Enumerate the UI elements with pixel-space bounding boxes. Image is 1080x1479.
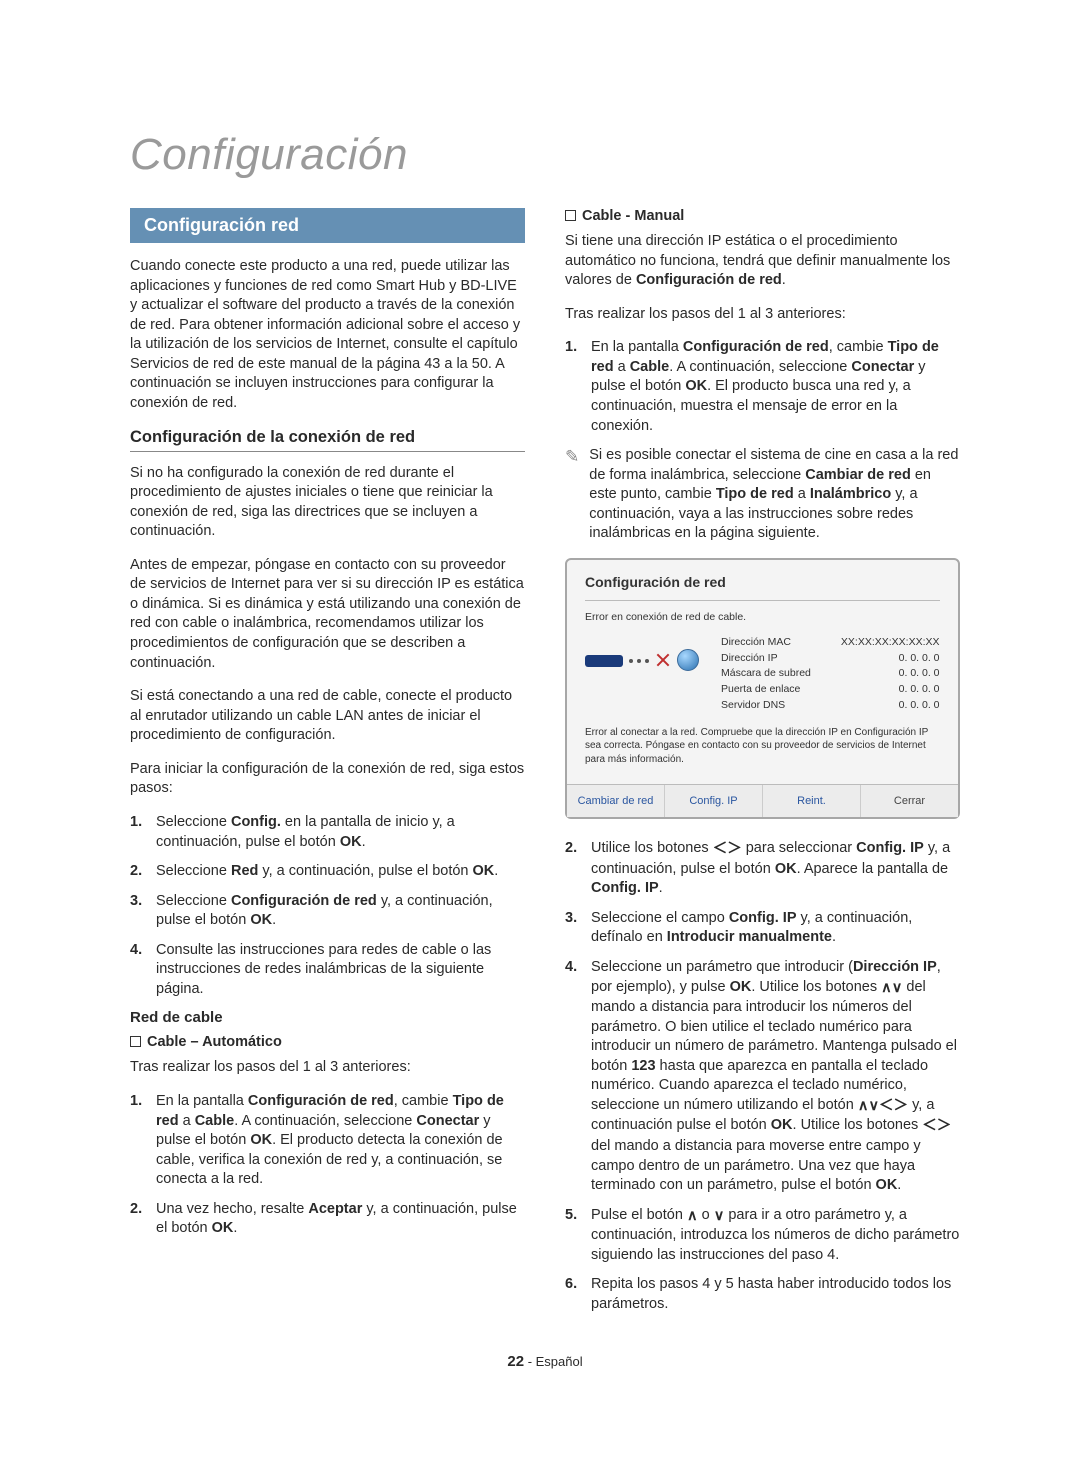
row-value: 0. 0. 0. 0 xyxy=(841,651,940,667)
note-block: ✎ Si es posible conectar el sistema de c… xyxy=(565,446,960,544)
page-footer: 22 - Español xyxy=(130,1353,960,1370)
list-item: Pulse el botón ∧ o ∨ para ir a otro pará… xyxy=(565,1206,960,1266)
dialog-separator xyxy=(585,600,940,601)
dialog-button-close[interactable]: Cerrar xyxy=(861,785,958,817)
intro-paragraph: Cuando conecte este producto a una red, … xyxy=(130,257,525,414)
dialog-button-config-ip[interactable]: Config. IP xyxy=(665,785,763,817)
row-label: Puerta de enlace xyxy=(721,682,811,698)
paragraph: Tras realizar los pasos del 1 al 3 anter… xyxy=(565,305,960,325)
note-icon: ✎ xyxy=(565,446,579,544)
checkbox-title-manual: Cable - Manual xyxy=(565,208,960,224)
auto-steps-list: En la pantalla Configuración de red, cam… xyxy=(130,1092,525,1239)
row-value: 0. 0. 0. 0 xyxy=(841,666,940,682)
dot-icon xyxy=(637,659,641,663)
manual-steps-after: Utilice los botones ＜＞ para seleccionar … xyxy=(565,839,960,1314)
page-number: 22 xyxy=(507,1353,524,1370)
note-text: Si es posible conectar el sistema de cin… xyxy=(589,446,960,544)
dialog-button-retry[interactable]: Reint. xyxy=(763,785,861,817)
paragraph: Si está conectando a una red de cable, c… xyxy=(130,687,525,746)
dot-icon xyxy=(645,659,649,663)
list-item: Seleccione el campo Config. IP y, a cont… xyxy=(565,909,960,948)
row-value: 0. 0. 0. 0 xyxy=(841,698,940,714)
dialog-button-row: Cambiar de red Config. IP Reint. Cerrar xyxy=(567,784,958,817)
dialog-network-table: Dirección MAC Dirección IP Máscara de su… xyxy=(721,635,940,714)
dialog-message: Error al conectar a la red. Compruebe qu… xyxy=(585,726,940,767)
paragraph: Tras realizar los pasos del 1 al 3 anter… xyxy=(130,1058,525,1078)
network-dialog: Configuración de red Error en conexión d… xyxy=(565,558,960,819)
content-columns: Configuración red Cuando conecte este pr… xyxy=(130,208,960,1325)
dialog-error-text: Error en conexión de red de cable. xyxy=(585,611,940,623)
list-item: Seleccione un parámetro que introducir (… xyxy=(565,958,960,1196)
list-item: Consulte las instrucciones para redes de… xyxy=(130,941,525,1000)
checkbox-icon xyxy=(565,210,576,221)
list-item: Seleccione Config. en la pantalla de ini… xyxy=(130,813,525,852)
manual-page: Configuración Configuración red Cuando c… xyxy=(0,0,1080,1430)
list-item: Seleccione Red y, a continuación, pulse … xyxy=(130,862,525,882)
list-item: Repita los pasos 4 y 5 hasta haber intro… xyxy=(565,1275,960,1314)
chapter-title: Configuración xyxy=(130,130,960,180)
row-value: XX:XX:XX:XX:XX:XX xyxy=(841,635,940,651)
router-icon xyxy=(585,655,623,667)
checkbox-icon xyxy=(130,1036,141,1047)
subhead-cable: Red de cable xyxy=(130,1009,525,1026)
subhead-connection: Configuración de la conexión de red xyxy=(130,428,525,452)
list-item: Utilice los botones ＜＞ para seleccionar … xyxy=(565,839,960,899)
dialog-title: Configuración de red xyxy=(585,574,940,590)
paragraph: Para iniciar la configuración de la cone… xyxy=(130,760,525,799)
checkbox-title-auto: Cable – Automático xyxy=(130,1034,525,1050)
error-x-icon xyxy=(655,652,671,668)
row-label: Servidor DNS xyxy=(721,698,811,714)
list-item: Seleccione Configuración de red y, a con… xyxy=(130,892,525,931)
paragraph: Antes de empezar, póngase en contacto co… xyxy=(130,556,525,673)
manual-title-text: Cable - Manual xyxy=(582,208,684,224)
page-language: - Español xyxy=(528,1354,583,1369)
row-label: Dirección MAC xyxy=(721,635,811,651)
list-item: Una vez hecho, resalte Aceptar y, a cont… xyxy=(130,1200,525,1239)
row-label: Máscara de subred xyxy=(721,666,811,682)
auto-title-text: Cable – Automático xyxy=(147,1034,282,1050)
row-value: 0. 0. 0. 0 xyxy=(841,682,940,698)
paragraph: Si no ha configurado la conexión de red … xyxy=(130,464,525,542)
paragraph: Si tiene una dirección IP estática o el … xyxy=(565,232,960,291)
row-label: Dirección IP xyxy=(721,651,811,667)
dialog-button-change-network[interactable]: Cambiar de red xyxy=(567,785,665,817)
left-column: Configuración red Cuando conecte este pr… xyxy=(130,208,525,1325)
manual-step1-list: En la pantalla Configuración de red, cam… xyxy=(565,338,960,436)
dialog-connection-graphic xyxy=(585,635,703,685)
section-header-network: Configuración red xyxy=(130,208,525,243)
main-steps-list: Seleccione Config. en la pantalla de ini… xyxy=(130,813,525,1000)
list-item: En la pantalla Configuración de red, cam… xyxy=(565,338,960,436)
dot-icon xyxy=(629,659,633,663)
globe-icon xyxy=(677,649,699,671)
right-column: Cable - Manual Si tiene una dirección IP… xyxy=(565,208,960,1325)
list-item: En la pantalla Configuración de red, cam… xyxy=(130,1092,525,1190)
